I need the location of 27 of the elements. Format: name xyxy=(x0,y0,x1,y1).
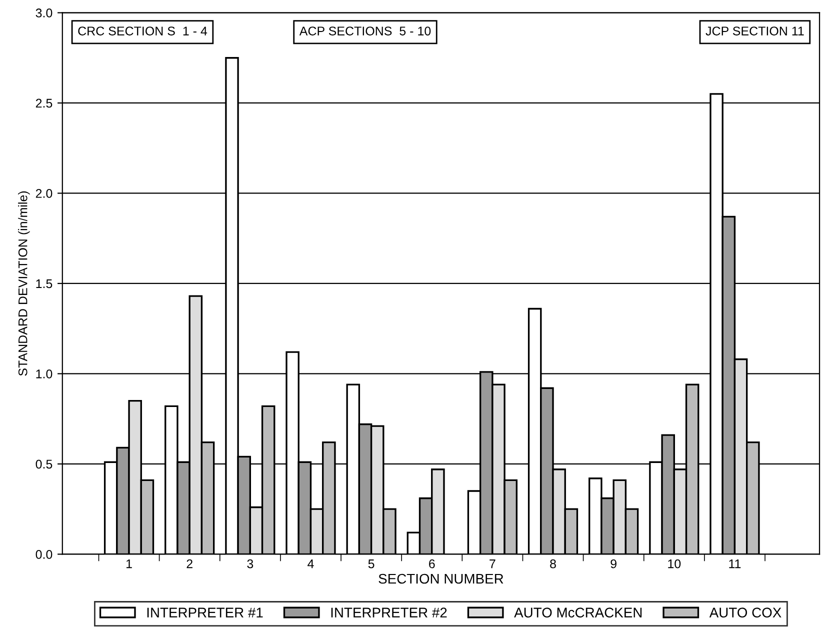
x-tick-label: 2 xyxy=(186,559,192,568)
x-tick-label: 7 xyxy=(490,560,496,568)
annotation: CRC SECTION S 1 - 4 xyxy=(78,26,208,36)
y-tick-label: 3.0 xyxy=(36,8,52,18)
x-tick-label: 5 xyxy=(368,560,374,568)
annotation: ACP SECTIONS 5 - 10 xyxy=(299,26,431,36)
y-tick-label: 2.5 xyxy=(36,98,52,108)
x-tick-label: 3 xyxy=(247,559,254,568)
y-tick-label: 1.0 xyxy=(36,370,52,378)
x-tick-label: 6 xyxy=(429,559,435,568)
y-tick-label: 1.5 xyxy=(36,279,52,288)
x-axis-title: SECTION NUMBER xyxy=(378,574,504,584)
annotation: JCP SECTION 11 xyxy=(706,26,804,36)
x-tick-label: 10 xyxy=(668,559,681,568)
x-tick-label: 9 xyxy=(610,559,616,568)
y-tick-label: 0.5 xyxy=(36,460,52,469)
y-axis-title: STANDARD DEVIATION (in/mile) xyxy=(18,191,30,376)
y-tick-label: 0.0 xyxy=(36,550,52,559)
legend-label: INTERPRETER #2 xyxy=(331,608,447,618)
y-tick-label: 2.0 xyxy=(36,189,52,198)
x-tick-label: 4 xyxy=(308,560,314,568)
x-tick-label: 11 xyxy=(729,560,741,568)
x-tick-label: 8 xyxy=(550,559,556,568)
legend-label: AUTO COX xyxy=(709,608,782,618)
legend-label: AUTO McCRACKEN xyxy=(514,608,642,618)
legend-label: INTERPRETER #1 xyxy=(147,608,263,618)
x-tick-label: 1 xyxy=(126,560,132,568)
